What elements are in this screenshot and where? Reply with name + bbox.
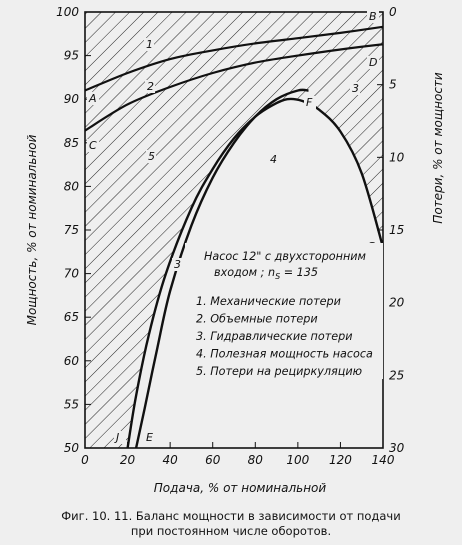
point-label-bg	[304, 96, 316, 109]
x-ticks: 0 20 40 60 80 100 120 140	[81, 442, 395, 467]
y-axis-label-right: Потери, % от мощности	[431, 72, 445, 224]
region-label-1: 1	[146, 38, 153, 51]
y-ticks-right: 0 5 10 15 20 25 30	[377, 5, 405, 455]
legend-title-line-1: Насос 12" с двухсторонним	[204, 250, 367, 263]
point-label-d: D	[369, 56, 377, 69]
curves	[85, 25, 383, 448]
x-tick-label: 20	[120, 453, 136, 467]
y-tick-label-left: 65	[64, 310, 79, 324]
hatched-regions	[85, 12, 383, 448]
x-tick-label: 120	[329, 453, 352, 467]
y-tick-label-left: 70	[64, 267, 80, 281]
legend-item-4: 4. Полезная мощность насоса	[196, 348, 373, 361]
curve-e	[134, 88, 309, 448]
y-tick-label-left: 95	[64, 49, 79, 63]
legend-item-5: 5. Потери на рециркуляцию	[196, 365, 362, 378]
point-label-bg	[114, 431, 126, 444]
point-label-f: F	[306, 96, 313, 109]
legend-items: 1. Механические потери 2. Объемные потери…	[196, 295, 373, 378]
x-axis-label: Подача, % от номинальной	[154, 481, 327, 495]
point-label-a: A	[88, 92, 97, 105]
region-label-4: 4	[270, 153, 277, 166]
point-label-e: E	[146, 431, 153, 444]
region-labels: 1 2 3 3 4 5	[144, 38, 360, 271]
curve-ab	[85, 25, 383, 92]
x-tick-label: 60	[205, 453, 221, 467]
legend-item-2: 2. Объемные потери	[196, 313, 318, 326]
point-label-j: J	[114, 431, 119, 444]
y-tick-label-left: 60	[64, 354, 80, 368]
x-tick-label: 140	[372, 453, 395, 467]
y-tick-label-right: 30	[389, 441, 405, 455]
figure-caption: Фиг. 10. 11. Баланс мощности в зависимос…	[0, 509, 462, 539]
point-label-bg	[87, 139, 99, 152]
legend-item-3: 3. Гидравлические потери	[196, 330, 352, 343]
y-tick-label-right: 0	[389, 5, 397, 19]
y-tick-label-right: 15	[389, 223, 404, 237]
region-label-bg	[145, 80, 155, 93]
legend-item-1: 1. Механические потери	[196, 295, 341, 308]
region-label-bg	[146, 150, 156, 163]
y-tick-label-left: 50	[64, 441, 80, 455]
region-label-5: 5	[148, 150, 155, 163]
caption-line-1: Фиг. 10. 11. Баланс мощности в зависимос…	[61, 509, 401, 523]
y-tick-label-right: 25	[389, 368, 404, 382]
y-ticks-left: 50 55 60 65 70 75 80 85 90 95 100	[56, 5, 91, 455]
y-tick-label-left: 100	[56, 5, 79, 19]
legend-title-line-2: входом ; nS = 135	[214, 266, 318, 281]
x-tick-label: 0	[81, 453, 89, 467]
legend-box: Насос 12" с двухсторонним входом ; nS = …	[185, 243, 383, 379]
point-label-bg	[87, 92, 99, 105]
x-tick-label: 100	[286, 453, 309, 467]
x-tick-label: 40	[163, 453, 179, 467]
y-tick-label-right: 10	[389, 150, 405, 164]
point-label-bg	[367, 10, 379, 23]
region-label-3: 3	[174, 258, 181, 271]
y-tick-label-left: 80	[64, 179, 80, 193]
curve-cd	[85, 43, 383, 132]
y-tick-label-right: 20	[389, 296, 405, 310]
x-tick-label: 80	[248, 453, 264, 467]
region-label-bg	[268, 153, 278, 166]
caption-line-2: при постоянном числе оборотов.	[130, 524, 332, 538]
y-tick-label-left: 75	[64, 223, 79, 237]
y-tick-label-right: 5	[389, 78, 397, 92]
region-label-bg	[144, 38, 154, 51]
region-label-3: 3	[352, 82, 359, 95]
legend-background	[185, 243, 383, 379]
region-label-bg	[350, 82, 360, 95]
region-label-2: 2	[147, 80, 154, 93]
y-tick-label-left: 85	[64, 136, 79, 150]
y-tick-label-left: 55	[64, 397, 79, 411]
y-tick-label-left: 90	[64, 92, 80, 106]
point-label-bg	[144, 431, 156, 444]
point-label-c: C	[89, 139, 97, 152]
point-label-bg	[367, 56, 379, 69]
y-axis-label-left: Мощность, % от номинальной	[25, 134, 39, 325]
point-label-b: B	[369, 10, 377, 23]
region-label-bg	[172, 258, 182, 271]
